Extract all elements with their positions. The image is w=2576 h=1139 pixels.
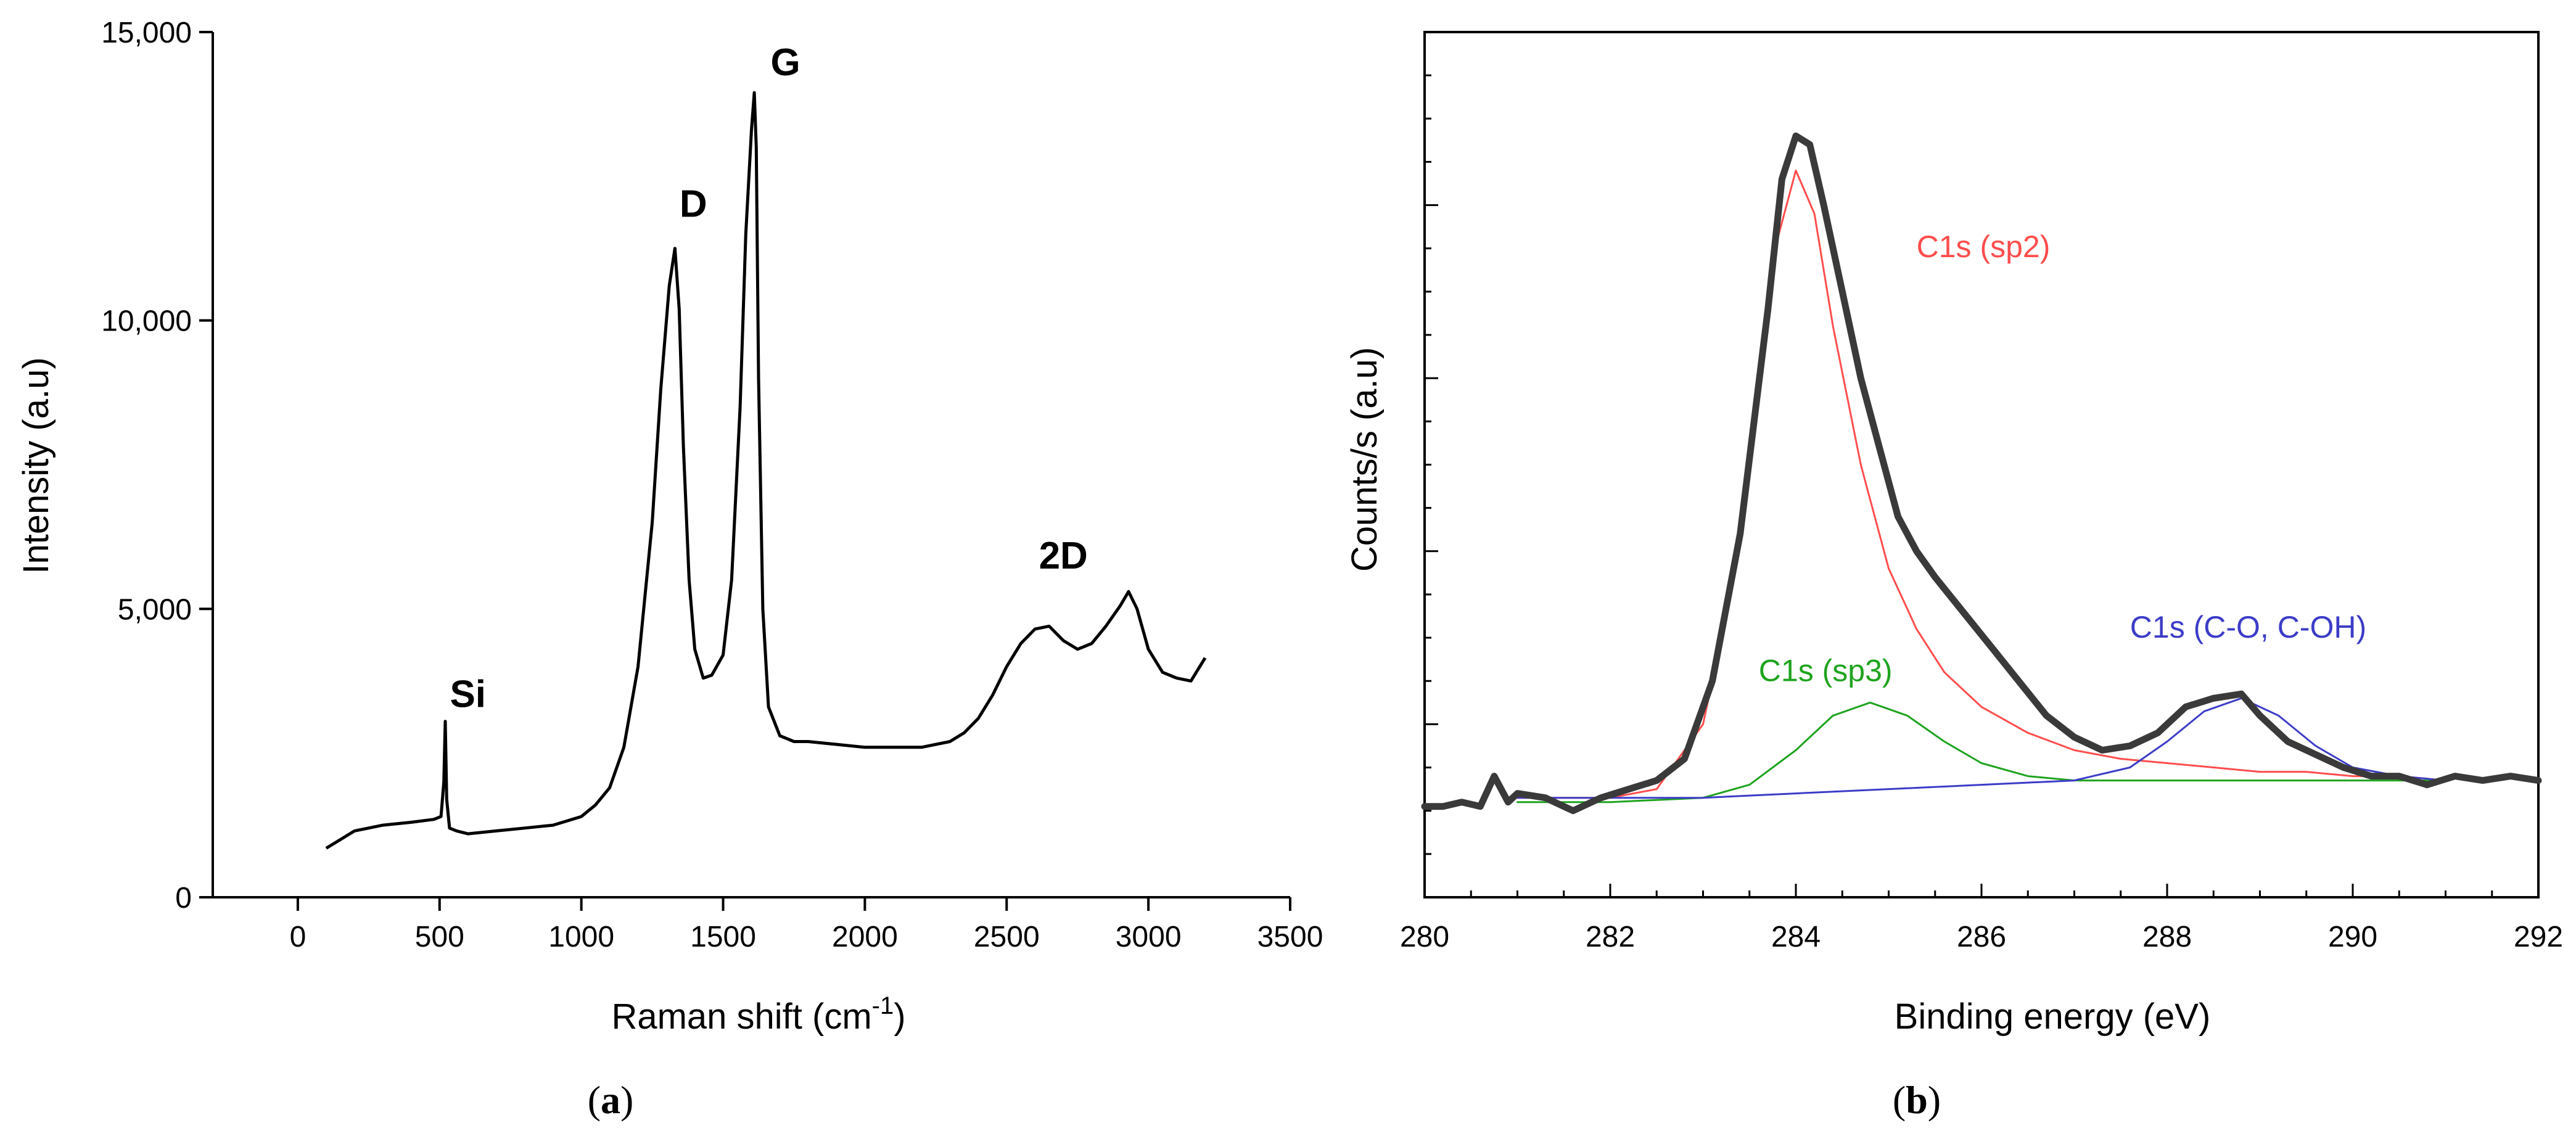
raman-y-tick-label: 15,000 [101,17,192,49]
xps-x-tick-label: 292 [2514,921,2563,953]
raman-peak-label-2d: 2D [1039,535,1088,577]
panel-a-close: ) [620,1078,633,1122]
xps-x-tick-label: 290 [2328,921,2377,953]
raman-x-tick-label: 1000 [548,921,614,953]
raman-chart: 0 5,000 10,000 15,000 0 500 1000 1500 2000 2500 3… [16,17,1323,1122]
xps-line-c1s-sp3 [1516,701,2446,804]
raman-x-tick-label: 2000 [832,921,898,953]
raman-x-tick-label: 2500 [974,921,1040,953]
xps-x-tick-label: 280 [1400,921,1449,953]
raman-spectrum-line [325,91,1207,850]
raman-x-title-superscript: -1 [872,992,894,1019]
xps-x-tick-label: 288 [2142,921,2192,953]
panel-b-letter: b [1906,1078,1928,1122]
raman-peak-label-si: Si [450,673,486,715]
xps-label-c1s-sp2: C1s (sp2) [1917,229,2051,264]
raman-x-tick-label: 3500 [1257,921,1323,953]
raman-y-ticks: 0 5,000 10,000 15,000 [101,17,213,915]
raman-x-tick-label: 3000 [1116,921,1182,953]
raman-peak-label-d: D [680,183,707,225]
xps-chart: 280 282 284 286 288 290 292 C1s (sp2) C1s (sp3)… [1344,31,2563,1122]
xps-x-tick-label: 282 [1586,921,1635,953]
xps-y-ticks [1425,74,1438,855]
panel-label-b: (b) [1893,1078,1941,1122]
raman-peak-label-g: G [771,41,800,84]
raman-x-ticks: 0 500 1000 1500 2000 2500 3000 3500 [290,897,1323,953]
raman-y-tick-label: 5,000 [118,593,192,626]
panel-label-a: (a) [588,1078,634,1122]
xps-x-tick-label: 286 [1957,921,2006,953]
raman-x-tick-label: 500 [415,921,464,953]
panel-a-letter: a [601,1078,620,1122]
raman-x-axis-title: Raman shift (cm-1) [611,992,905,1037]
raman-x-tick-label: 0 [290,921,307,953]
raman-y-tick-label: 0 [175,882,192,915]
xps-peak-labels: C1s (sp2) C1s (sp3) C1s (C-O, C-OH) [1759,229,2366,688]
raman-x-title-main: Raman shift (cm [611,997,871,1037]
xps-x-tick-label: 284 [1771,921,1821,953]
raman-y-tick-label: 10,000 [101,305,192,338]
xps-line-measured [1421,132,2542,815]
raman-peak-labels: Si D G 2D [450,41,1087,715]
xps-label-c1s-c-o-c-oh: C1s (C-O, C-OH) [2130,610,2366,644]
raman-x-tick-label: 1500 [690,921,756,953]
xps-line-c1s-c-o-c-oh [1516,697,2446,799]
xps-label-c1s-sp3: C1s (sp3) [1759,653,1893,688]
panel-b-open: ( [1893,1078,1906,1122]
xps-x-axis-title: Binding energy (eV) [1895,997,2211,1037]
xps-y-axis-title: Counts/s (a.u) [1344,347,1385,572]
xps-line-c1s-sp2 [1516,170,2446,799]
panel-a-open: ( [588,1078,601,1122]
xps-x-ticks: 280 282 284 286 288 290 292 [1400,884,2563,953]
raman-x-title-close: ) [894,997,905,1037]
panel-b-close: ) [1928,1078,1941,1122]
xps-series [1421,132,2542,815]
xps-plot-frame [1423,31,2540,898]
raman-y-axis-title: Intensity (a.u) [16,357,56,574]
